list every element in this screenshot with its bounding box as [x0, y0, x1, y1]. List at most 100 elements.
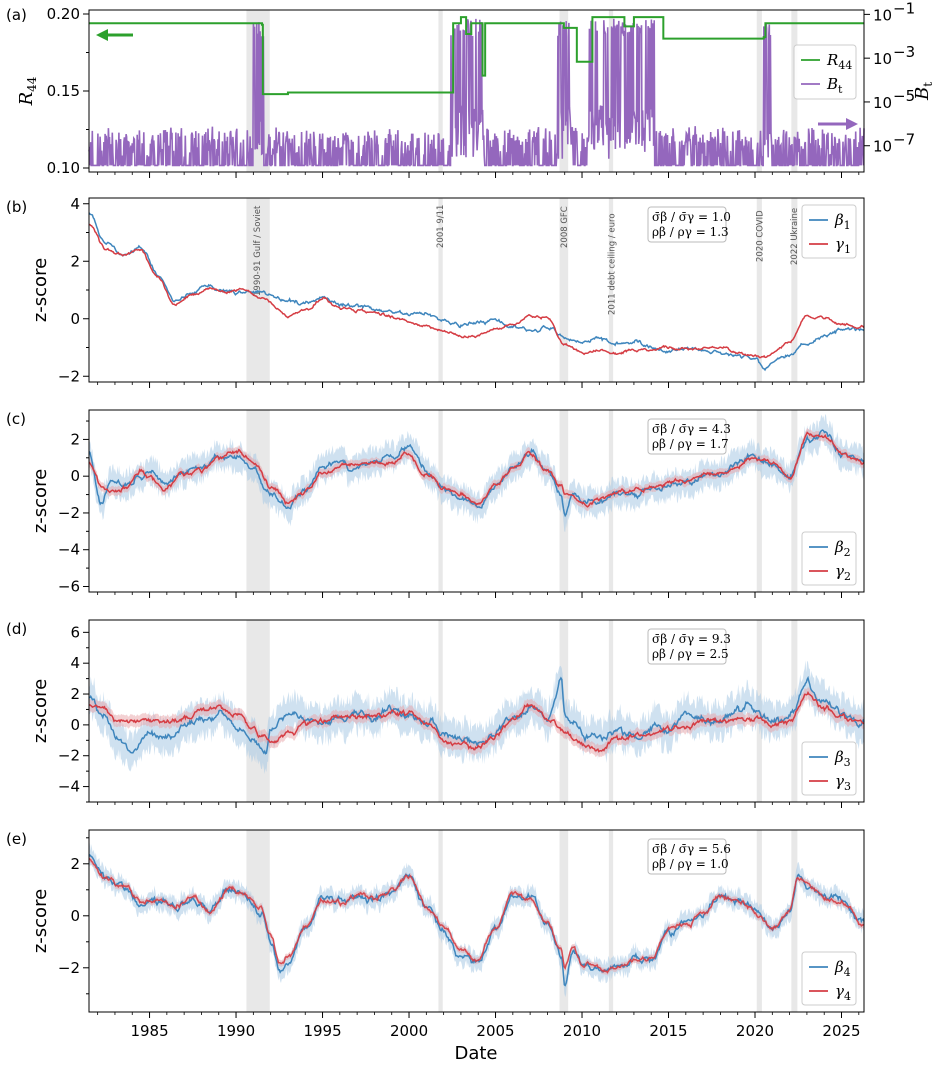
- gamma-line: [88, 857, 865, 974]
- event-label: 2011 debt ceiling / euro: [607, 213, 617, 315]
- x-tick-label: 2005: [476, 1022, 514, 1040]
- ratio-box: [647, 838, 727, 875]
- y-tick-label: −2: [58, 504, 80, 522]
- panel-frame: [88, 409, 865, 593]
- event-shade: [756, 198, 762, 382]
- event-shade: [756, 410, 762, 592]
- y-tick-label: 4: [70, 654, 80, 672]
- gamma-line: [88, 431, 865, 508]
- panel-c: −6 −4 −2 0 2 z-score σ̄β / σ̄γ = 4.3ρβ / ργ = …: [6, 409, 865, 598]
- beta-band: [89, 660, 864, 774]
- event-label: 2020 COVID: [755, 210, 765, 262]
- beta-band: [89, 842, 864, 997]
- x-tick-label: 1985: [130, 1022, 168, 1040]
- event-shade: [438, 10, 443, 172]
- y-tick-label: 0: [70, 907, 80, 925]
- y-tick-label: −4: [58, 778, 80, 796]
- beta-line: [88, 212, 865, 372]
- event-shade: [438, 198, 443, 382]
- x-tick-label: 1990: [217, 1022, 255, 1040]
- ratio-rho: ρβ / ργ = 1.7: [652, 437, 729, 451]
- y-axis-label: z-score: [30, 258, 51, 322]
- y-tick-label: −4: [58, 541, 80, 559]
- event-shade: [246, 620, 270, 802]
- x-tick-label: 2000: [390, 1022, 428, 1040]
- gamma-band: [89, 428, 864, 512]
- panel-letter: (c): [6, 410, 26, 428]
- y-tick-label: −2: [58, 959, 80, 977]
- panel-frame: [88, 619, 865, 803]
- panel-frame: [88, 829, 865, 1013]
- x-axis-label: Date: [454, 1043, 497, 1064]
- y-tick-label: 2: [70, 685, 80, 703]
- ratio-box: [647, 628, 727, 665]
- x-tick-label: 2010: [563, 1022, 601, 1040]
- x-tick-label: 2015: [649, 1022, 687, 1040]
- beta-band: [89, 413, 864, 532]
- event-label: 2022 Ukraine: [790, 208, 800, 265]
- event-label: 2008 GFC: [560, 206, 570, 248]
- y-tick-label: 0: [70, 716, 80, 734]
- event-shade: [246, 410, 270, 592]
- beta-line: [88, 675, 865, 755]
- y-right-tick-label: 10: [873, 6, 892, 24]
- event-shade: [246, 198, 270, 382]
- x-tick-label: 2020: [736, 1022, 774, 1040]
- ratio-sigma: σ̄β / σ̄γ = 9.3: [652, 632, 731, 646]
- x-tick-label: 2025: [822, 1022, 860, 1040]
- bt-axis-arrowhead: [846, 118, 858, 130]
- y-tick-label: 2: [70, 430, 80, 448]
- y-right-tick-exponent: −5: [893, 87, 915, 105]
- panel-letter: (e): [6, 830, 27, 848]
- event-shade: [791, 198, 798, 382]
- r44-line: [89, 16, 864, 96]
- y-tick-label: 6: [70, 623, 80, 641]
- y-tick-label: 0.15: [47, 82, 80, 100]
- y-axis-label: z-score: [30, 679, 51, 743]
- panel-a: 0.100.150.20 10−110−310−510 −7R44BtR44Bt(a…: [6, 0, 935, 178]
- ratio-rho: ρβ / ργ = 1.3: [652, 225, 729, 239]
- y-tick-label: 0.20: [47, 5, 80, 23]
- y-axis-label-right: Bt: [912, 82, 935, 101]
- y-right-tick-exponent: −7: [893, 131, 915, 149]
- event-label: 1990-91 Gulf / Soviet: [253, 205, 263, 296]
- y-tick-label: 0: [70, 310, 80, 328]
- panel-d: −4 −2 0 2 4 6 z-score σ̄β / σ̄γ = 9.3ρβ / ργ = …: [6, 619, 865, 808]
- legend-box: [793, 44, 857, 100]
- panel-b: 1990-91 Gulf / Soviet 2001 9/11 2008 GFC 20…: [6, 195, 865, 388]
- y-right-tick-exponent: −3: [893, 43, 915, 61]
- bt-line: [88, 18, 865, 167]
- event-label: 2001 9/11: [436, 205, 446, 248]
- r44-axis-arrowhead: [96, 29, 108, 41]
- y-tick-label: 2: [70, 855, 80, 873]
- panel-e: 1985 1990 1995 2000 2005 2010 2015 2020 2025 −2 0 2…: [6, 829, 865, 1040]
- ratio-box: [647, 206, 727, 243]
- event-shade: [438, 620, 443, 802]
- event-shade: [791, 410, 798, 592]
- y-tick-label: 2: [70, 252, 80, 270]
- event-shade: [608, 620, 614, 802]
- y-axis-label: z-score: [30, 889, 51, 953]
- y-tick-label: −2: [58, 747, 80, 765]
- event-shade: [756, 830, 762, 1012]
- panel-letter: (b): [6, 198, 27, 216]
- y-axis-label: z-score: [30, 469, 51, 533]
- gamma-band: [89, 686, 864, 758]
- event-shade: [791, 830, 798, 1012]
- y-right-tick-label: 10: [873, 50, 892, 68]
- y-right-tick-label: 10: [873, 94, 892, 112]
- y-right-tick-exponent: −1: [893, 0, 915, 17]
- panel-letter: (a): [6, 6, 27, 24]
- ratio-sigma: σ̄β / σ̄γ = 1.0: [652, 210, 731, 224]
- y-right-tick-label: 10: [873, 138, 892, 156]
- ratio-rho: ρβ / ργ = 1.0: [652, 857, 729, 871]
- x-tick-label: 1995: [303, 1022, 341, 1040]
- ratio-rho: ρβ / ργ = 2.5: [652, 647, 729, 661]
- y-tick-label: 0: [70, 467, 80, 485]
- ratio-sigma: σ̄β / σ̄γ = 5.6: [652, 842, 731, 856]
- panel-letter: (d): [6, 620, 27, 638]
- event-shade: [608, 198, 614, 382]
- y-tick-label: 4: [70, 195, 80, 213]
- event-shade: [756, 10, 762, 172]
- event-shade: [559, 830, 569, 1012]
